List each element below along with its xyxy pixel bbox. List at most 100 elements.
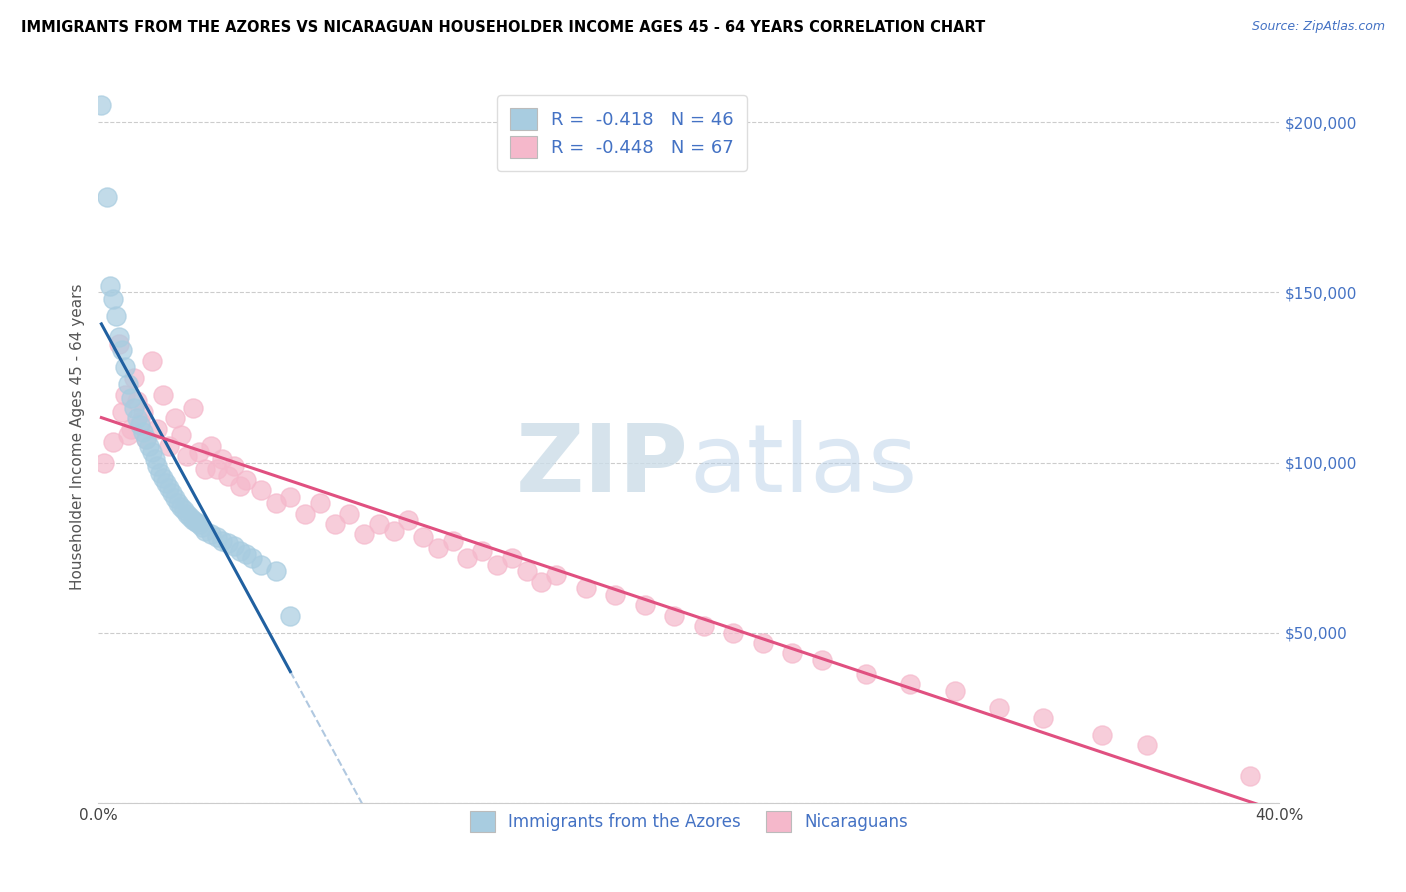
Point (323, 516, 346, 531)
Point (135, 432, 157, 446)
Point (157, 439, 180, 453)
Point (187, 516, 209, 531)
Point (205, 462, 228, 476)
Point (125, 411, 148, 425)
Point (427, 541, 450, 555)
Point (170, 500, 193, 514)
Point (149, 466, 172, 480)
Point (200, 527, 222, 541)
Point (516, 565, 538, 579)
Point (309, 496, 332, 510)
Point (546, 567, 568, 582)
Point (217, 535, 239, 549)
Point (235, 548, 257, 562)
Point (176, 449, 198, 463)
Point (173, 503, 195, 517)
Point (194, 462, 217, 476)
Point (114, 387, 136, 401)
Point (90, 98, 112, 112)
Point (229, 479, 252, 493)
Point (441, 533, 464, 548)
Point (191, 520, 214, 534)
Point (250, 558, 273, 572)
Point (143, 452, 166, 467)
Point (141, 353, 163, 368)
Point (530, 574, 553, 589)
Point (398, 513, 420, 527)
Point (165, 491, 187, 506)
Point (575, 582, 598, 596)
Point (200, 439, 222, 453)
Point (471, 544, 494, 558)
Point (900, 677, 922, 691)
Point (176, 507, 198, 521)
Point (988, 700, 1011, 714)
Point (114, 360, 136, 375)
Point (339, 507, 361, 521)
Point (146, 421, 169, 435)
Point (1091, 728, 1114, 742)
Text: IMMIGRANTS FROM THE AZORES VS NICARAGUAN HOUSEHOLDER INCOME AGES 45 - 64 YEARS C: IMMIGRANTS FROM THE AZORES VS NICARAGUAN… (21, 20, 986, 35)
Point (211, 533, 233, 548)
Point (122, 370, 145, 384)
Point (165, 411, 187, 425)
Point (235, 473, 257, 487)
Point (179, 510, 201, 524)
Point (501, 550, 523, 565)
Point (103, 435, 125, 450)
Point (457, 550, 479, 565)
Point (664, 608, 686, 623)
Point (162, 486, 183, 500)
Point (412, 531, 434, 545)
Point (634, 599, 657, 613)
Point (157, 481, 180, 495)
Point (187, 445, 209, 459)
Point (264, 496, 287, 510)
Point (943, 683, 966, 698)
Point (108, 329, 131, 343)
Point (135, 432, 157, 446)
Point (122, 401, 145, 416)
Point (217, 469, 239, 483)
Point (205, 531, 228, 545)
Point (170, 428, 193, 442)
Point (125, 394, 148, 409)
Point (184, 515, 207, 529)
Point (181, 513, 204, 527)
Point (194, 524, 217, 538)
Point (855, 666, 877, 681)
Point (155, 475, 177, 490)
Point (1136, 738, 1159, 752)
Text: ZIP: ZIP (516, 420, 689, 512)
Point (167, 496, 190, 510)
Point (103, 293, 125, 307)
Point (280, 490, 302, 504)
Point (120, 391, 142, 405)
Point (382, 524, 405, 538)
Point (752, 636, 775, 650)
Point (111, 404, 134, 418)
Point (120, 421, 142, 435)
Point (117, 428, 139, 442)
Point (224, 458, 246, 473)
Point (280, 608, 302, 623)
Point (146, 458, 169, 473)
Point (294, 507, 316, 521)
Point (782, 646, 804, 660)
Point (132, 425, 155, 439)
Point (141, 445, 163, 459)
Point (723, 625, 745, 640)
Point (250, 483, 273, 497)
Text: Source: ZipAtlas.com: Source: ZipAtlas.com (1251, 20, 1385, 33)
Point (152, 471, 174, 485)
Point (1032, 711, 1054, 725)
Point (93, 456, 115, 470)
Point (810, 653, 832, 667)
Point (108, 336, 131, 351)
Point (98, 278, 121, 293)
Point (605, 588, 627, 602)
Point (132, 404, 155, 418)
Y-axis label: Householder Income Ages 45 - 64 years: Householder Income Ages 45 - 64 years (69, 284, 84, 591)
Point (229, 544, 252, 558)
Point (240, 550, 263, 565)
